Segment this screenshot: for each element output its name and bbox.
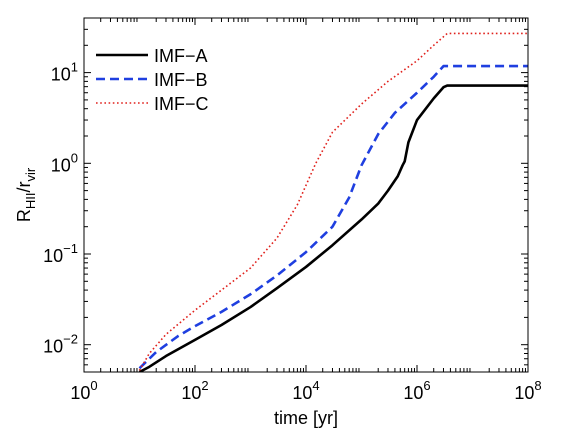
y-label-sub1: HII xyxy=(23,193,38,210)
y-tick-label: 10−2 xyxy=(43,332,78,357)
plot-frame xyxy=(83,17,529,373)
y-tick-label: 100 xyxy=(51,150,78,175)
series-layer xyxy=(138,32,528,372)
x-tick-label: 106 xyxy=(403,378,430,403)
y-label-base: R xyxy=(14,209,34,222)
series-line-1 xyxy=(138,84,528,372)
legend: IMF−A IMF−B IMF−C xyxy=(96,46,209,114)
y-label-sub2: vir xyxy=(23,167,38,181)
series-line-2 xyxy=(138,64,528,370)
x-axis-label: time [yr] xyxy=(274,408,338,428)
ticks-layer: 100 102 104 106 108 10−2 10−1 100 101 xyxy=(43,18,542,403)
x-tick-label: 102 xyxy=(181,378,208,403)
y-tick-label: 10−1 xyxy=(43,241,78,266)
y-axis-label: RHII/rvir xyxy=(14,167,38,222)
x-tick-label: 100 xyxy=(70,378,97,403)
series-line-3 xyxy=(138,32,528,371)
x-tick-label: 104 xyxy=(292,378,319,403)
y-tick-label: 101 xyxy=(51,60,78,85)
y-label-slash: /r xyxy=(14,182,34,193)
legend-label-3: IMF−C xyxy=(154,94,209,114)
legend-label-1: IMF−A xyxy=(154,46,208,66)
x-tick-label: 108 xyxy=(514,378,541,403)
legend-label-2: IMF−B xyxy=(154,70,208,90)
